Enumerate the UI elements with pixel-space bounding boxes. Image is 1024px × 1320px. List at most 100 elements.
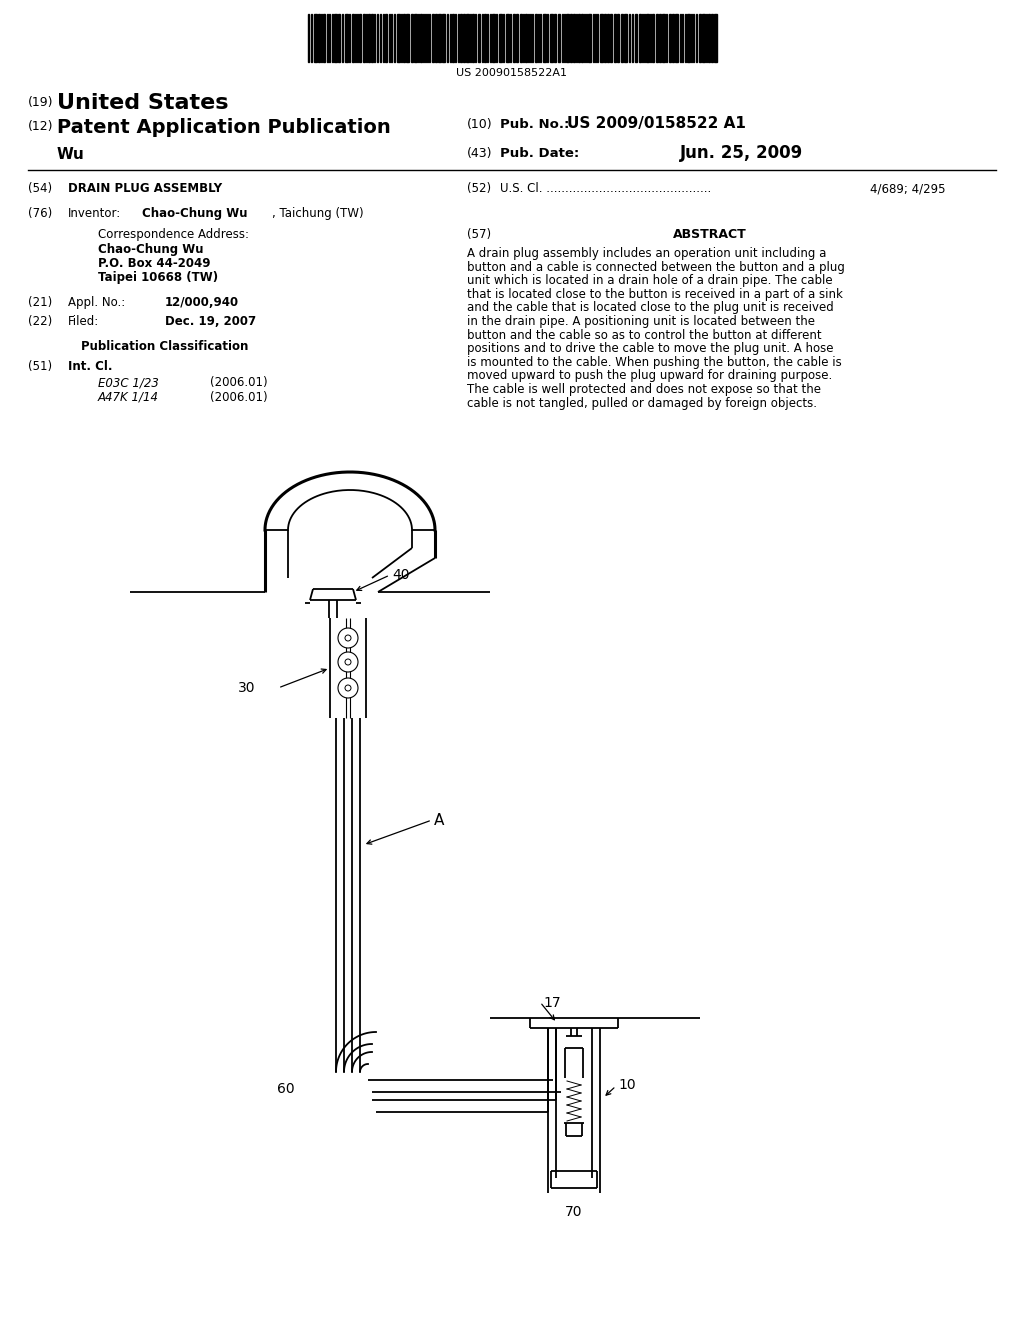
Circle shape xyxy=(345,685,351,690)
Bar xyxy=(621,15,623,62)
Text: (2006.01): (2006.01) xyxy=(210,391,267,404)
Bar xyxy=(699,15,700,62)
Bar xyxy=(652,15,654,62)
Bar xyxy=(406,15,409,62)
Bar xyxy=(690,15,692,62)
Text: (12): (12) xyxy=(28,120,53,133)
Bar xyxy=(701,15,705,62)
Text: Appl. No.:: Appl. No.: xyxy=(68,296,125,309)
Bar xyxy=(338,15,340,62)
Bar xyxy=(610,15,612,62)
Bar xyxy=(334,15,337,62)
Text: (76): (76) xyxy=(28,207,52,220)
Text: US 2009/0158522 A1: US 2009/0158522 A1 xyxy=(567,116,745,131)
Bar xyxy=(359,15,360,62)
Bar xyxy=(414,15,417,62)
Bar xyxy=(624,15,627,62)
Bar xyxy=(535,15,537,62)
Bar xyxy=(318,15,319,62)
Text: Chao-Chung Wu: Chao-Chung Wu xyxy=(98,243,204,256)
Text: US 20090158522A1: US 20090158522A1 xyxy=(457,69,567,78)
Bar xyxy=(708,15,710,62)
Bar xyxy=(348,15,350,62)
Bar xyxy=(496,15,497,62)
Bar xyxy=(383,15,384,62)
Text: (10): (10) xyxy=(467,117,493,131)
Text: Pub. Date:: Pub. Date: xyxy=(500,147,580,160)
Text: , Taichung (TW): , Taichung (TW) xyxy=(272,207,364,220)
Bar xyxy=(614,15,616,62)
Text: moved upward to push the plug upward for draining purpose.: moved upward to push the plug upward for… xyxy=(467,370,833,383)
Text: P.O. Box 44-2049: P.O. Box 44-2049 xyxy=(98,257,211,271)
Bar xyxy=(570,15,572,62)
Text: A: A xyxy=(434,813,444,828)
Text: Jun. 25, 2009: Jun. 25, 2009 xyxy=(680,144,803,162)
Bar xyxy=(573,15,574,62)
Bar xyxy=(566,15,569,62)
Bar xyxy=(310,15,312,62)
Bar xyxy=(460,15,462,62)
Bar xyxy=(474,15,476,62)
Text: 10: 10 xyxy=(618,1078,636,1092)
Bar xyxy=(586,15,587,62)
Bar xyxy=(646,15,648,62)
Bar xyxy=(607,15,609,62)
Bar xyxy=(695,15,697,62)
Text: A47K 1/14: A47K 1/14 xyxy=(98,391,159,404)
Text: (19): (19) xyxy=(28,96,53,110)
Circle shape xyxy=(338,628,358,648)
Text: Wu: Wu xyxy=(57,147,85,162)
Circle shape xyxy=(338,652,358,672)
Text: Dec. 19, 2007: Dec. 19, 2007 xyxy=(165,315,256,327)
Bar xyxy=(599,15,602,62)
Bar xyxy=(442,15,444,62)
Text: 40: 40 xyxy=(392,568,410,582)
Circle shape xyxy=(345,659,351,665)
Bar xyxy=(510,15,511,62)
Bar xyxy=(662,15,665,62)
Bar xyxy=(368,15,370,62)
Text: 12/000,940: 12/000,940 xyxy=(165,296,240,309)
Bar xyxy=(403,15,404,62)
Bar xyxy=(371,15,373,62)
Bar xyxy=(374,15,375,62)
Text: (54): (54) xyxy=(28,182,52,195)
Bar xyxy=(344,15,347,62)
Bar xyxy=(388,15,390,62)
Text: Patent Application Publication: Patent Application Publication xyxy=(57,117,391,137)
Circle shape xyxy=(338,678,358,698)
Bar xyxy=(484,15,486,62)
Text: Publication Classification: Publication Classification xyxy=(81,341,249,352)
Bar xyxy=(675,15,678,62)
Bar xyxy=(420,15,422,62)
Bar xyxy=(687,15,689,62)
Bar xyxy=(550,15,553,62)
Bar xyxy=(524,15,527,62)
Text: A drain plug assembly includes an operation unit including a: A drain plug assembly includes an operat… xyxy=(467,247,826,260)
Bar xyxy=(540,15,541,62)
Bar xyxy=(492,15,495,62)
Text: 70: 70 xyxy=(565,1205,583,1218)
Bar xyxy=(435,15,436,62)
Bar xyxy=(554,15,556,62)
Bar xyxy=(452,15,454,62)
Text: DRAIN PLUG ASSEMBLY: DRAIN PLUG ASSEMBLY xyxy=(68,182,222,195)
Text: ABSTRACT: ABSTRACT xyxy=(673,228,746,242)
Bar xyxy=(438,15,440,62)
Bar xyxy=(643,15,645,62)
Bar xyxy=(629,15,630,62)
Bar xyxy=(656,15,658,62)
Bar xyxy=(659,15,662,62)
Text: U.S. Cl. ............................................: U.S. Cl. ...............................… xyxy=(500,182,712,195)
Text: (57): (57) xyxy=(467,228,492,242)
Bar xyxy=(463,15,465,62)
Text: button and the cable so as to control the button at different: button and the cable so as to control th… xyxy=(467,329,821,342)
Bar xyxy=(366,15,367,62)
Text: 30: 30 xyxy=(238,681,256,696)
Bar xyxy=(393,15,395,62)
Bar xyxy=(639,15,640,62)
Text: unit which is located in a drain hole of a drain pipe. The cable: unit which is located in a drain hole of… xyxy=(467,275,833,288)
Bar xyxy=(684,15,686,62)
Bar xyxy=(356,15,358,62)
Text: 4/689; 4/295: 4/689; 4/295 xyxy=(870,182,945,195)
